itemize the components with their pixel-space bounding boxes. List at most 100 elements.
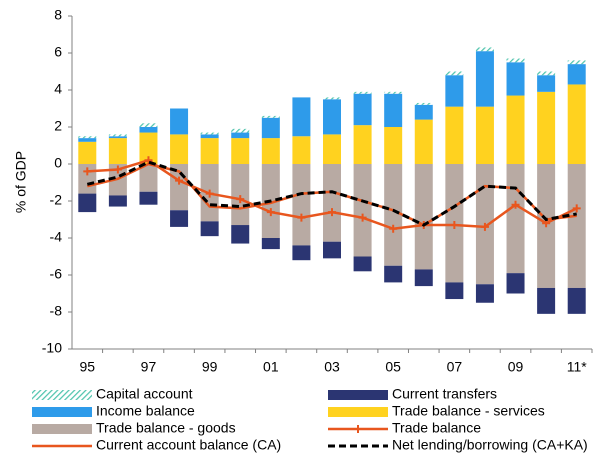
line-marker bbox=[113, 165, 122, 174]
legend-label: Capital account bbox=[96, 386, 193, 402]
x-tick-label: 07 bbox=[447, 359, 463, 375]
bar bbox=[139, 164, 158, 192]
legend-swatch bbox=[328, 407, 388, 417]
line-marker bbox=[205, 189, 214, 198]
y-tick-label: -6 bbox=[50, 266, 63, 282]
y-tick-label: -2 bbox=[50, 192, 63, 208]
bar bbox=[170, 134, 189, 164]
line-marker bbox=[266, 208, 275, 217]
bar bbox=[292, 136, 311, 164]
legend-label: Trade balance bbox=[392, 420, 481, 436]
line-marker bbox=[328, 208, 336, 217]
bar bbox=[475, 106, 494, 164]
line-marker bbox=[511, 200, 520, 209]
legend-label: Trade balance - goods bbox=[96, 420, 236, 436]
bar bbox=[353, 93, 372, 126]
bar bbox=[108, 138, 127, 164]
bar bbox=[384, 93, 403, 127]
line-marker bbox=[572, 204, 581, 213]
bar bbox=[506, 95, 525, 164]
bar bbox=[78, 138, 97, 142]
legend-label: Net lending/borrowing (CA+KA) bbox=[392, 437, 588, 453]
bar bbox=[414, 119, 433, 164]
bar bbox=[414, 269, 433, 287]
legend-label: Income balance bbox=[96, 403, 195, 419]
bar bbox=[323, 241, 341, 259]
bar bbox=[384, 91, 403, 94]
bar bbox=[475, 51, 494, 107]
bar bbox=[537, 287, 556, 314]
bar bbox=[261, 117, 280, 139]
bar bbox=[200, 132, 219, 135]
legend-swatch bbox=[32, 407, 92, 417]
y-axis-title: % of GDP bbox=[13, 151, 29, 213]
x-tick-label: 03 bbox=[324, 359, 340, 375]
line bbox=[86, 160, 577, 227]
legend-label: Trade balance - services bbox=[392, 403, 545, 419]
bar bbox=[445, 106, 464, 164]
bar bbox=[323, 134, 341, 164]
bar bbox=[445, 75, 464, 107]
x-tick-label: 09 bbox=[508, 359, 524, 375]
bar bbox=[353, 125, 372, 164]
bar bbox=[292, 164, 311, 246]
y-tick-label: 4 bbox=[54, 81, 62, 97]
bar bbox=[537, 71, 556, 76]
line-marker bbox=[480, 222, 489, 231]
y-tick-label: 6 bbox=[54, 44, 62, 60]
bar bbox=[475, 284, 494, 303]
bar bbox=[170, 108, 189, 135]
line-marker bbox=[83, 167, 92, 176]
bar bbox=[414, 102, 433, 105]
bar bbox=[353, 91, 372, 94]
legend-swatch bbox=[32, 424, 92, 434]
bar bbox=[384, 265, 403, 283]
bar bbox=[231, 225, 250, 244]
bar bbox=[292, 245, 311, 261]
line-marker bbox=[297, 213, 306, 222]
x-tick-label: 05 bbox=[385, 359, 401, 375]
bar bbox=[537, 75, 556, 92]
bar bbox=[445, 282, 464, 300]
x-tick-label: 11* bbox=[567, 359, 588, 375]
bar bbox=[506, 62, 525, 96]
bar bbox=[506, 58, 525, 63]
y-tick-label: 0 bbox=[54, 155, 62, 171]
bar bbox=[506, 273, 525, 294]
y-tick-label: 2 bbox=[54, 118, 62, 134]
bar bbox=[567, 64, 586, 85]
bar bbox=[261, 238, 280, 250]
line-marker bbox=[358, 213, 367, 222]
bar bbox=[567, 164, 586, 288]
bar bbox=[200, 138, 219, 164]
bar bbox=[261, 115, 280, 118]
bar bbox=[475, 47, 494, 52]
bar bbox=[353, 164, 372, 257]
bar bbox=[139, 132, 158, 164]
bar bbox=[139, 191, 158, 205]
bar bbox=[414, 104, 433, 120]
bar bbox=[231, 128, 250, 133]
x-tick-label: 99 bbox=[202, 359, 218, 375]
bar bbox=[323, 99, 341, 135]
bar bbox=[231, 132, 250, 139]
legend-label: Current account balance (CA) bbox=[96, 437, 281, 453]
bar bbox=[231, 164, 250, 226]
line-marker bbox=[236, 195, 245, 204]
bar bbox=[323, 164, 341, 242]
bar bbox=[108, 136, 127, 139]
line-marker bbox=[450, 221, 459, 230]
bar bbox=[108, 195, 127, 207]
bar bbox=[414, 164, 433, 270]
bar bbox=[200, 134, 219, 139]
bar bbox=[384, 127, 403, 164]
bar bbox=[323, 97, 341, 100]
y-tick-label: 8 bbox=[54, 7, 62, 23]
bar bbox=[139, 127, 158, 133]
x-tick-label: 97 bbox=[141, 359, 157, 375]
bar bbox=[292, 97, 311, 137]
legend-marker bbox=[354, 425, 362, 433]
bar bbox=[139, 123, 158, 127]
bar bbox=[78, 193, 97, 213]
y-tick-label: -10 bbox=[42, 340, 62, 356]
